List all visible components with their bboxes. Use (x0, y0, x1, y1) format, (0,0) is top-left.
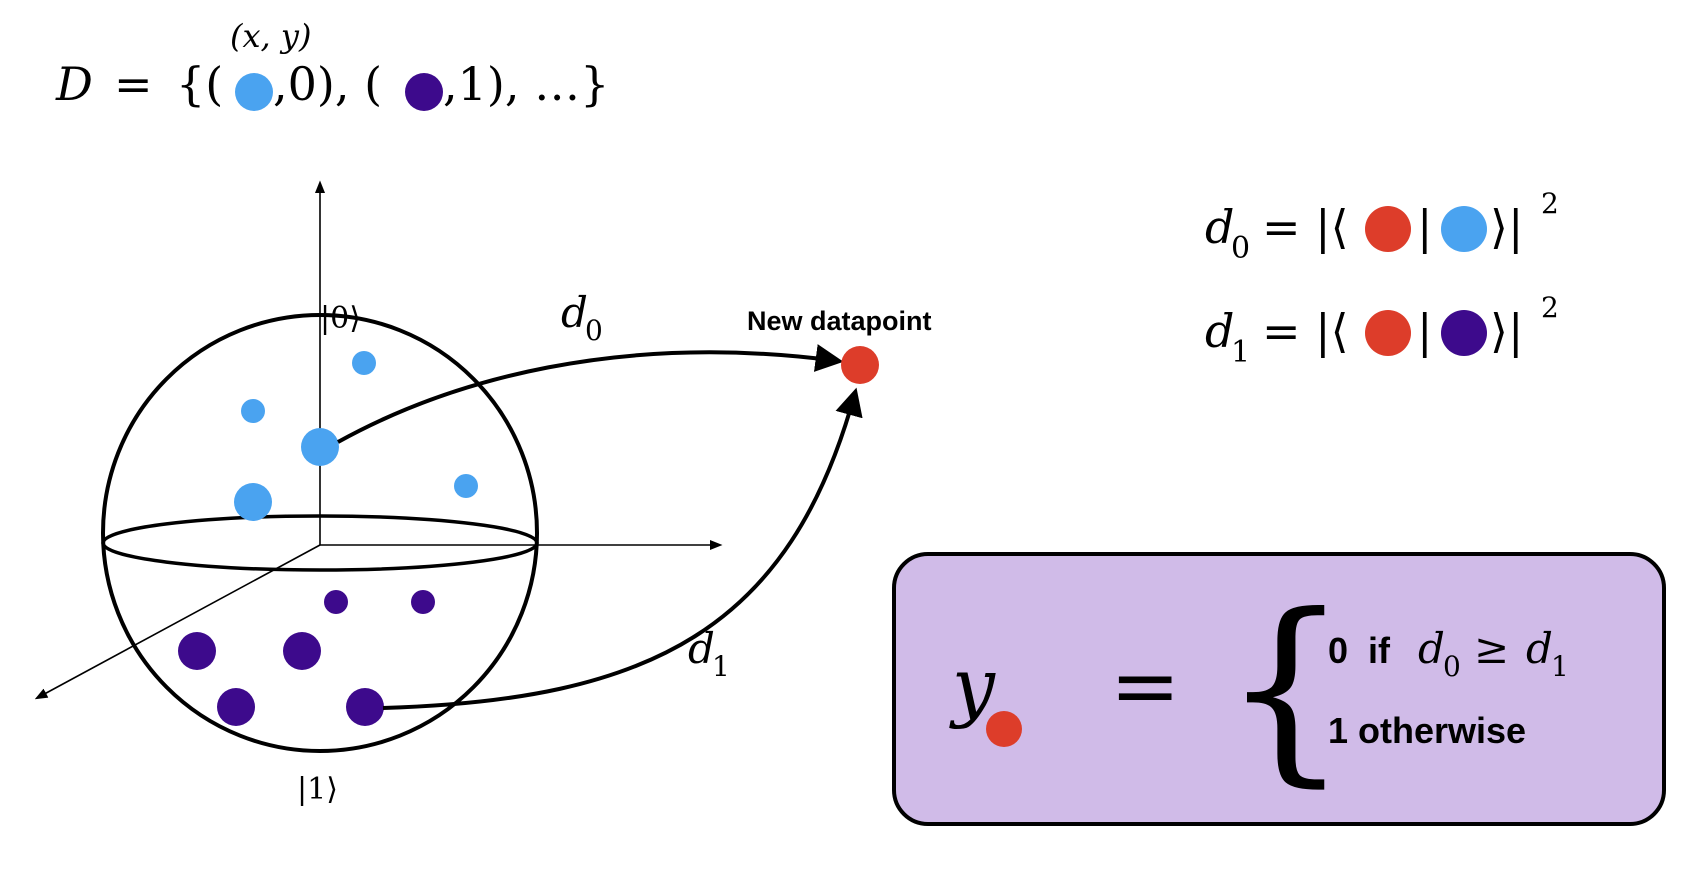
distance-formulas: d 0 = |⟨ | ⟩| 2 d 1 = |⟨ | ⟩| 2 (1205, 187, 1559, 370)
new-datapoint-dot (841, 346, 879, 384)
d1-arrow (383, 393, 855, 708)
classifier-y-label: y (949, 641, 996, 730)
dataset-equation: (x, y) D = {( ,0), ( ,1), …} (55, 17, 609, 111)
class1-point (217, 688, 255, 726)
d1-formula-close: ⟩| (1490, 304, 1523, 358)
ket-one-label: |1⟩ (297, 772, 338, 807)
dataset-class1-dot (405, 73, 443, 111)
classifier-box: y = { 0 if d 0 ≥ d 1 1 otherwise (894, 554, 1664, 824)
d1-class1-dot (1441, 310, 1487, 356)
new-datapoint-label: New datapoint (747, 306, 932, 336)
class0-point (352, 351, 376, 375)
d0-formula-bar: | (1417, 200, 1433, 254)
class0-point (454, 474, 478, 498)
class1-point (346, 688, 384, 726)
ket-zero-label: |0⟩ (320, 301, 361, 336)
class1-point (283, 632, 321, 670)
dataset-class0-dot (235, 73, 273, 111)
class0-point (241, 399, 265, 423)
d1-formula-power: 2 (1541, 291, 1559, 324)
d0-formula-power: 2 (1541, 187, 1559, 220)
dataset-lhs: D (55, 57, 93, 111)
case1-text: 1 otherwise (1328, 710, 1526, 751)
xy-label: (x, y) (230, 17, 311, 55)
class1-point (324, 590, 348, 614)
class0-point (234, 483, 272, 521)
d1-new-dot (1365, 310, 1411, 356)
d0-formula-eq: = |⟨ (1262, 200, 1349, 254)
dataset-sep2: ,1), …} (443, 57, 609, 111)
d0-arrow-sub: 0 (585, 314, 603, 347)
dataset-sep1: ,0), ( (273, 57, 382, 111)
case0-ge: ≥ (1474, 624, 1509, 673)
d0-arrow-label: d (561, 288, 588, 337)
d0-formula-sub: 0 (1231, 231, 1250, 266)
new-datapoint: New datapoint (747, 306, 932, 384)
class0-point (301, 428, 339, 466)
classifier-new-dot (986, 711, 1022, 747)
case0-d1-sub: 1 (1551, 650, 1569, 683)
class1-point (411, 590, 435, 614)
case0-d1: d (1526, 624, 1553, 673)
class1-point (178, 632, 216, 670)
bloch-sphere: |0⟩ |1⟩ (37, 183, 720, 807)
case0-d0: d (1418, 624, 1445, 673)
case0-prefix: 0 if (1328, 630, 1391, 671)
d0-arrow (338, 352, 838, 442)
d1-formula-sub: 1 (1231, 335, 1250, 370)
d1-formula-eq: = |⟨ (1262, 304, 1349, 358)
d0-class0-dot (1441, 206, 1487, 252)
dataset-open: {( (176, 57, 223, 111)
d1-arrow-sub: 1 (712, 650, 730, 683)
distance-arrows: d 0 d 1 (338, 288, 855, 708)
classifier-eq: = (1110, 637, 1180, 735)
classifier-brace: { (1222, 572, 1349, 805)
d0-new-dot (1365, 206, 1411, 252)
d0-formula-close: ⟩| (1490, 200, 1523, 254)
case0-d0-sub: 0 (1443, 650, 1461, 683)
d1-arrow-label: d (688, 624, 715, 673)
d1-formula-bar: | (1417, 304, 1433, 358)
dataset-eq: = (114, 57, 153, 111)
